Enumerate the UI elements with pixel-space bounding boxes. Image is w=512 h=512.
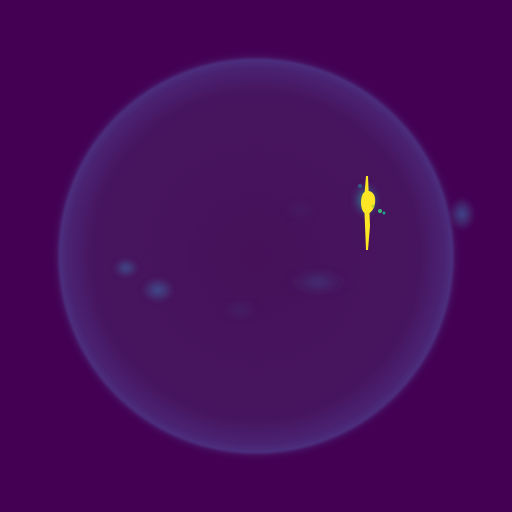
bright-flare-region	[350, 176, 386, 250]
southwest-active-region	[112, 257, 140, 279]
flare-fragment	[358, 184, 362, 188]
flare-fragment	[382, 211, 386, 215]
solar-disk	[56, 56, 456, 456]
flare-fragment	[378, 209, 382, 213]
southwest-active-region-secondary	[140, 276, 176, 304]
east-limb-active-region	[448, 196, 476, 232]
north-plage-region-faint	[282, 200, 318, 220]
central-plage-region	[284, 268, 352, 296]
central-plage-region-faint	[220, 300, 260, 320]
flare-fragment	[371, 204, 375, 208]
flare-core	[361, 190, 376, 214]
